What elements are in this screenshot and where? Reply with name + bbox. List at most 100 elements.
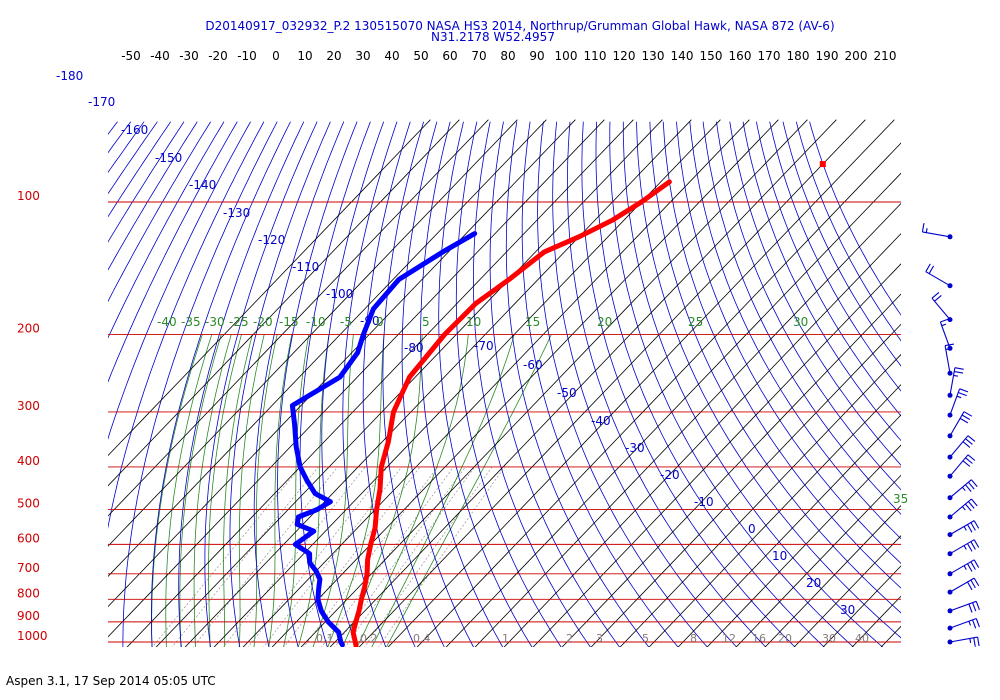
pressure-tick-label: 600 — [17, 531, 40, 545]
moist-adiabat-label: -5 — [340, 315, 352, 329]
dry-adiabat-line — [702, 121, 901, 515]
dry-adiabat-line — [362, 121, 416, 647]
dry-adiabat-line — [108, 121, 198, 271]
dry-adiabat-line — [108, 121, 238, 383]
wind-barb — [947, 617, 980, 631]
temperature-tick-label: 90 — [529, 49, 544, 63]
mixing-ratio-line — [378, 466, 505, 647]
temperature-tick-label: 120 — [613, 49, 636, 63]
dry-adiabat-line — [277, 121, 358, 647]
mixing-ratio-label: 16 — [752, 632, 766, 645]
dry-adiabat-label: -160 — [121, 123, 148, 137]
wind-barb — [947, 435, 976, 460]
pressure-tick-label: 700 — [17, 561, 40, 575]
wind-barb — [947, 454, 976, 479]
pressure-tick-label: 200 — [17, 321, 40, 335]
dry-adiabat-line — [108, 121, 212, 303]
moist-adiabat-label: -15 — [279, 315, 299, 329]
wind-barb-flag — [967, 454, 976, 461]
wind-barb-flag — [972, 619, 977, 629]
dry-adiabat-label: -80 — [404, 341, 424, 355]
dry-adiabat-line — [521, 121, 679, 647]
isotherm-line — [358, 119, 866, 647]
wind-barb — [921, 223, 953, 240]
wind-barb-flag — [965, 438, 973, 445]
mixing-ratio-label: 3 — [596, 632, 603, 645]
wind-barb-staff — [949, 600, 977, 612]
dry-adiabat-line — [455, 121, 562, 647]
wind-barb — [925, 263, 953, 289]
wind-barb-flag — [961, 414, 971, 420]
dry-adiabat-line — [595, 121, 825, 647]
wind-barb-flag — [961, 506, 966, 511]
isotherm-line — [416, 142, 901, 647]
wind-barb — [947, 577, 980, 595]
dry-adiabat-label: -30 — [625, 441, 645, 455]
dry-adiabat-label: -120 — [258, 233, 285, 247]
isotherm-line — [474, 202, 901, 647]
isotherm-line — [108, 119, 431, 457]
wind-barb-staff — [949, 435, 969, 458]
wind-barb-flag — [940, 318, 950, 323]
wind-barb-flag — [967, 481, 975, 490]
temperature-tick-label: 160 — [729, 49, 752, 63]
temperature-tick-label: 200 — [845, 49, 868, 63]
moist-adiabat-label: -10 — [306, 315, 326, 329]
temperature-tick-label: 100 — [555, 49, 578, 63]
dry-adiabat-line — [178, 121, 305, 647]
dry-adiabat-label: -130 — [223, 206, 250, 220]
wind-barb-staff — [922, 231, 951, 238]
pressure-tick-label: 100 — [17, 189, 40, 203]
dry-adiabat-line — [636, 121, 901, 639]
moist-adiabat-label: 0 — [376, 315, 384, 329]
wind-barb-flag — [954, 371, 964, 374]
dry-adiabat-line — [108, 121, 251, 440]
mixing-ratio-label: 30 — [822, 632, 836, 645]
mixing-ratio-line — [222, 466, 366, 647]
marker-point — [819, 161, 826, 168]
dry-adiabat-line — [108, 121, 185, 243]
isotherm-line — [764, 504, 901, 647]
temperature-tick-label: 50 — [413, 49, 428, 63]
wind-barb-flag — [958, 391, 967, 397]
temperature-tick-label: -40 — [150, 49, 170, 63]
isotherm-line — [619, 353, 901, 647]
temperature-tick-label: 190 — [816, 49, 839, 63]
isotherm-line — [532, 263, 901, 647]
temperature-tick-label: 10 — [297, 49, 312, 63]
mixing-ratio-line — [303, 466, 439, 647]
isobars — [108, 201, 901, 643]
dry-adiabat-line — [150, 121, 291, 647]
wind-barb-flag — [973, 637, 976, 647]
dry-adiabat-line — [438, 121, 533, 647]
isotherm-line — [793, 535, 901, 647]
mixing-ratio-label: 1 — [502, 632, 509, 645]
pressure-tick-label: 1000 — [17, 629, 48, 643]
mixing-ratio-label: 40 — [855, 632, 869, 645]
temperature-tick-label: 0 — [272, 49, 280, 63]
mixing-ratio-label: 12 — [722, 632, 736, 645]
wind-barb-staff — [925, 271, 951, 287]
wind-barb-flag — [967, 543, 973, 552]
wind-barb — [947, 411, 973, 439]
wind-barb-flag — [931, 291, 940, 299]
dry-adiabat-label: -50 — [557, 386, 577, 400]
dry-adiabat-line — [769, 121, 901, 392]
wind-barbs — [921, 223, 980, 647]
wind-barb-flag — [954, 367, 964, 370]
wind-barb-staff — [949, 520, 975, 536]
moist-adiabat-label: 10 — [466, 315, 481, 329]
wind-barb — [947, 498, 978, 520]
moist-adiabat-line — [356, 334, 469, 647]
wind-barb-flag — [967, 501, 975, 509]
wind-barb-flag — [975, 601, 980, 610]
temperature-tick-label: 180 — [787, 49, 810, 63]
moist-adiabat-line — [193, 334, 232, 647]
temperature-tick-label: 130 — [642, 49, 665, 63]
temperature-tick-label: -10 — [237, 49, 257, 63]
dry-adiabat-line — [662, 121, 901, 589]
wind-barb-flag — [963, 545, 967, 550]
isotherm-line — [387, 119, 895, 647]
isotherm-line — [445, 172, 901, 647]
wind-barb-flag — [959, 388, 969, 393]
